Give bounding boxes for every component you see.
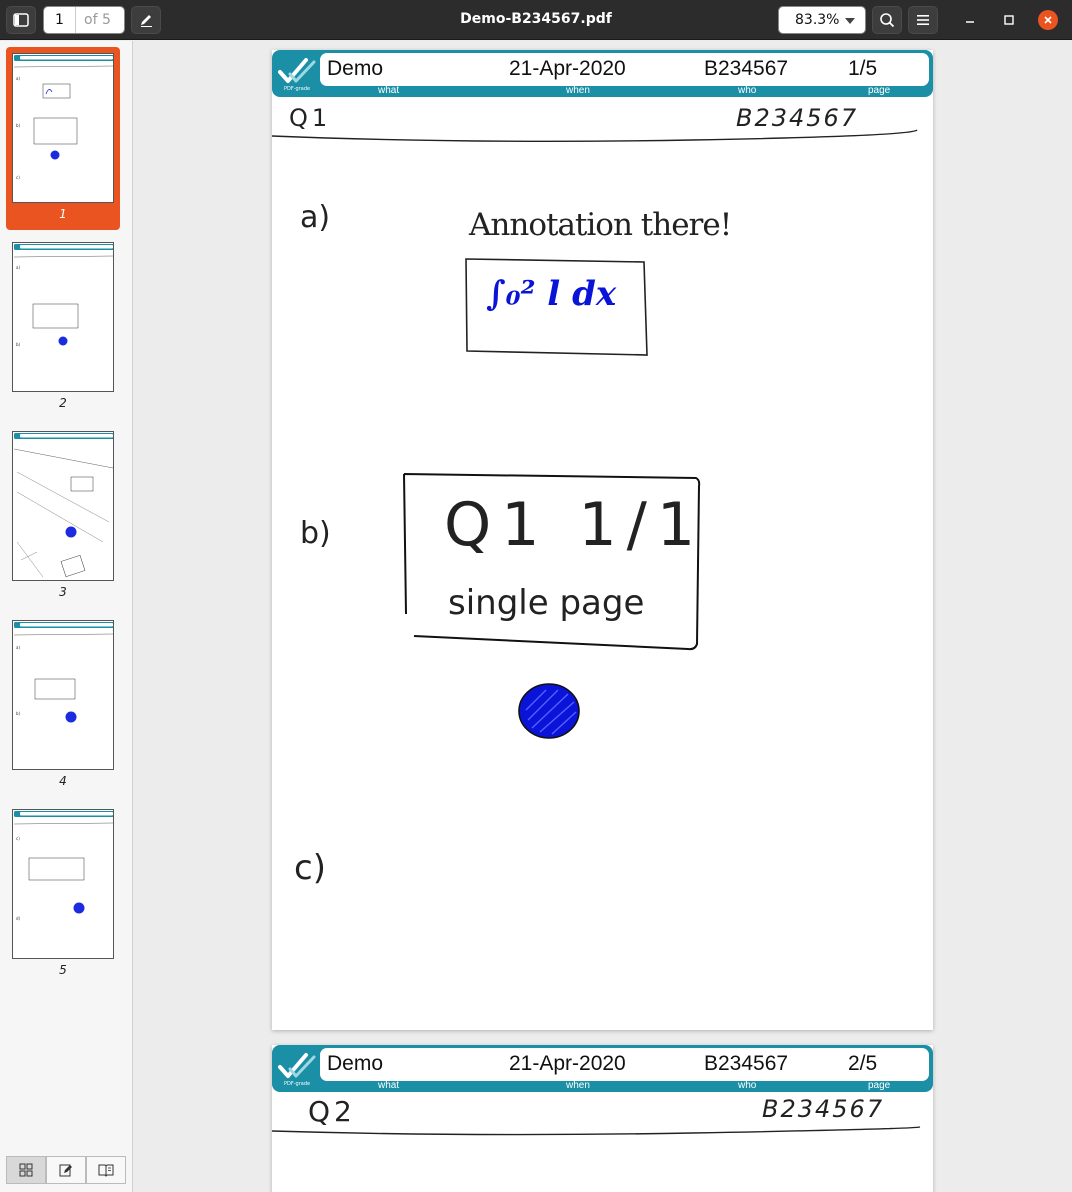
label-what: what [378,85,400,96]
header-fields [320,1048,929,1081]
edit-icon [59,1164,72,1177]
menu-button[interactable] [908,6,938,34]
header-page: 1/5 [848,57,878,80]
maximize-button[interactable] [999,10,1019,30]
annotation-box [465,258,648,356]
sidebar-icon [13,13,29,27]
box-subtitle: single page [448,583,645,623]
current-page-input[interactable]: 1 [44,7,76,33]
thumbnail-page-5[interactable]: c) d) 5 [6,803,120,986]
svg-text:PDF-grade: PDF-grade [284,1081,310,1087]
svg-text:b): b) [16,342,21,347]
search-icon [880,13,895,28]
question-label: Q2 [308,1095,356,1128]
header-what: Demo [327,1052,384,1075]
page-number-field[interactable]: 1 of 5 [43,6,125,34]
annotation-text: Annotation there! [469,207,732,243]
minimize-icon [966,21,974,23]
label-page: page [868,85,891,96]
student-id-handwritten: B234567 [736,104,859,132]
thumbnail-label: 2 [59,396,67,410]
page-header: PDF-grade Demo 21-Apr-2020 B234567 1/5 w… [272,50,933,97]
part-c-label: c) [294,848,326,888]
hamburger-icon [917,15,929,25]
checkmark-logo-icon: PDF-grade [278,58,316,92]
checkmark-logo-icon: PDF-grade [278,1053,316,1087]
header-bar: 1 of 5 Demo-B234567.pdf 83.3% [0,0,1072,40]
filled-circle-mark [518,683,580,739]
question-label: Q1 [289,104,332,132]
maximize-icon [1004,15,1014,25]
formula-text: ∫₀² l dx [486,274,617,314]
thumbnail-page-4[interactable]: a) b) 4 [6,614,120,797]
header-who: B234567 [704,1052,789,1075]
sidebar-toggle-button[interactable] [6,6,36,34]
page-header: PDF-grade Demo 21-Apr-2020 B234567 2/5 w… [272,1045,933,1092]
header-fields [320,53,929,86]
svg-text:a): a) [16,76,20,81]
pdf-page-1: PDF-grade Demo 21-Apr-2020 B234567 1/5 w… [272,50,933,1030]
outline-tab[interactable] [86,1156,126,1184]
thumbnail-image: a) b) [12,242,114,392]
part-a-label: a) [300,200,331,235]
thumbnail-image [12,431,114,581]
label-who: who [738,1080,757,1091]
grid-icon [19,1163,33,1177]
annotations-tab[interactable] [46,1156,86,1184]
svg-text:b): b) [16,711,21,716]
svg-text:b): b) [16,123,21,128]
svg-text:PDF-grade: PDF-grade [284,86,310,92]
book-icon [98,1164,114,1177]
svg-text:d): d) [16,916,21,921]
zoom-value: 83.3% [795,12,840,28]
underline-rule [272,1126,921,1136]
pdf-page-2: PDF-grade Demo 21-Apr-2020 B234567 2/5 w… [272,1045,933,1192]
minimize-button[interactable] [960,10,980,30]
thumbnail-image: c) d) [12,809,114,959]
close-icon [1044,16,1052,24]
svg-text:c): c) [16,175,20,180]
annotate-button[interactable] [131,6,161,34]
thumbnail-label: 3 [59,585,67,599]
thumbnail-page-2[interactable]: a) b) 2 [6,236,120,419]
close-button[interactable] [1038,10,1058,30]
search-button[interactable] [872,6,902,34]
label-when: when [566,85,590,96]
underline-rule [272,129,918,143]
thumbnail-sidebar: a) b) c) 1 a) b) 2 [0,41,133,1192]
page-count-label: of 5 [84,12,111,28]
zoom-select[interactable]: 83.3% [778,6,866,34]
svg-text:c): c) [16,836,20,841]
document-view[interactable]: PDF-grade Demo 21-Apr-2020 B234567 1/5 w… [134,41,1072,1192]
thumbnail-label: 5 [59,963,67,977]
label-who: who [738,85,757,96]
thumbnail-image: a) b) c) [12,53,114,203]
thumbnail-label: 4 [59,774,67,788]
box-title: Q1 1/1 [444,490,706,560]
header-who: B234567 [704,57,789,80]
chevron-down-icon [845,18,855,24]
thumbnail-image: a) b) [12,620,114,770]
svg-text:a): a) [16,645,20,650]
pen-icon [141,15,152,27]
answer-box [403,473,701,651]
thumbnail-page-3[interactable]: 3 [6,425,120,608]
label-what: what [378,1080,400,1091]
header-page: 2/5 [848,1052,878,1075]
header-when: 21-Apr-2020 [509,57,626,80]
thumbnails-tab[interactable] [6,1156,46,1184]
label-when: when [566,1080,590,1091]
sidebar-mode-tabs [6,1156,126,1186]
header-what: Demo [327,57,384,80]
thumbnail-label: 1 [59,207,67,221]
label-page: page [868,1080,891,1091]
header-when: 21-Apr-2020 [509,1052,626,1075]
student-id-handwritten: B234567 [762,1095,885,1123]
part-b-label: b) [300,516,331,551]
thumbnail-page-1[interactable]: a) b) c) 1 [6,47,120,230]
svg-text:a): a) [16,265,20,270]
